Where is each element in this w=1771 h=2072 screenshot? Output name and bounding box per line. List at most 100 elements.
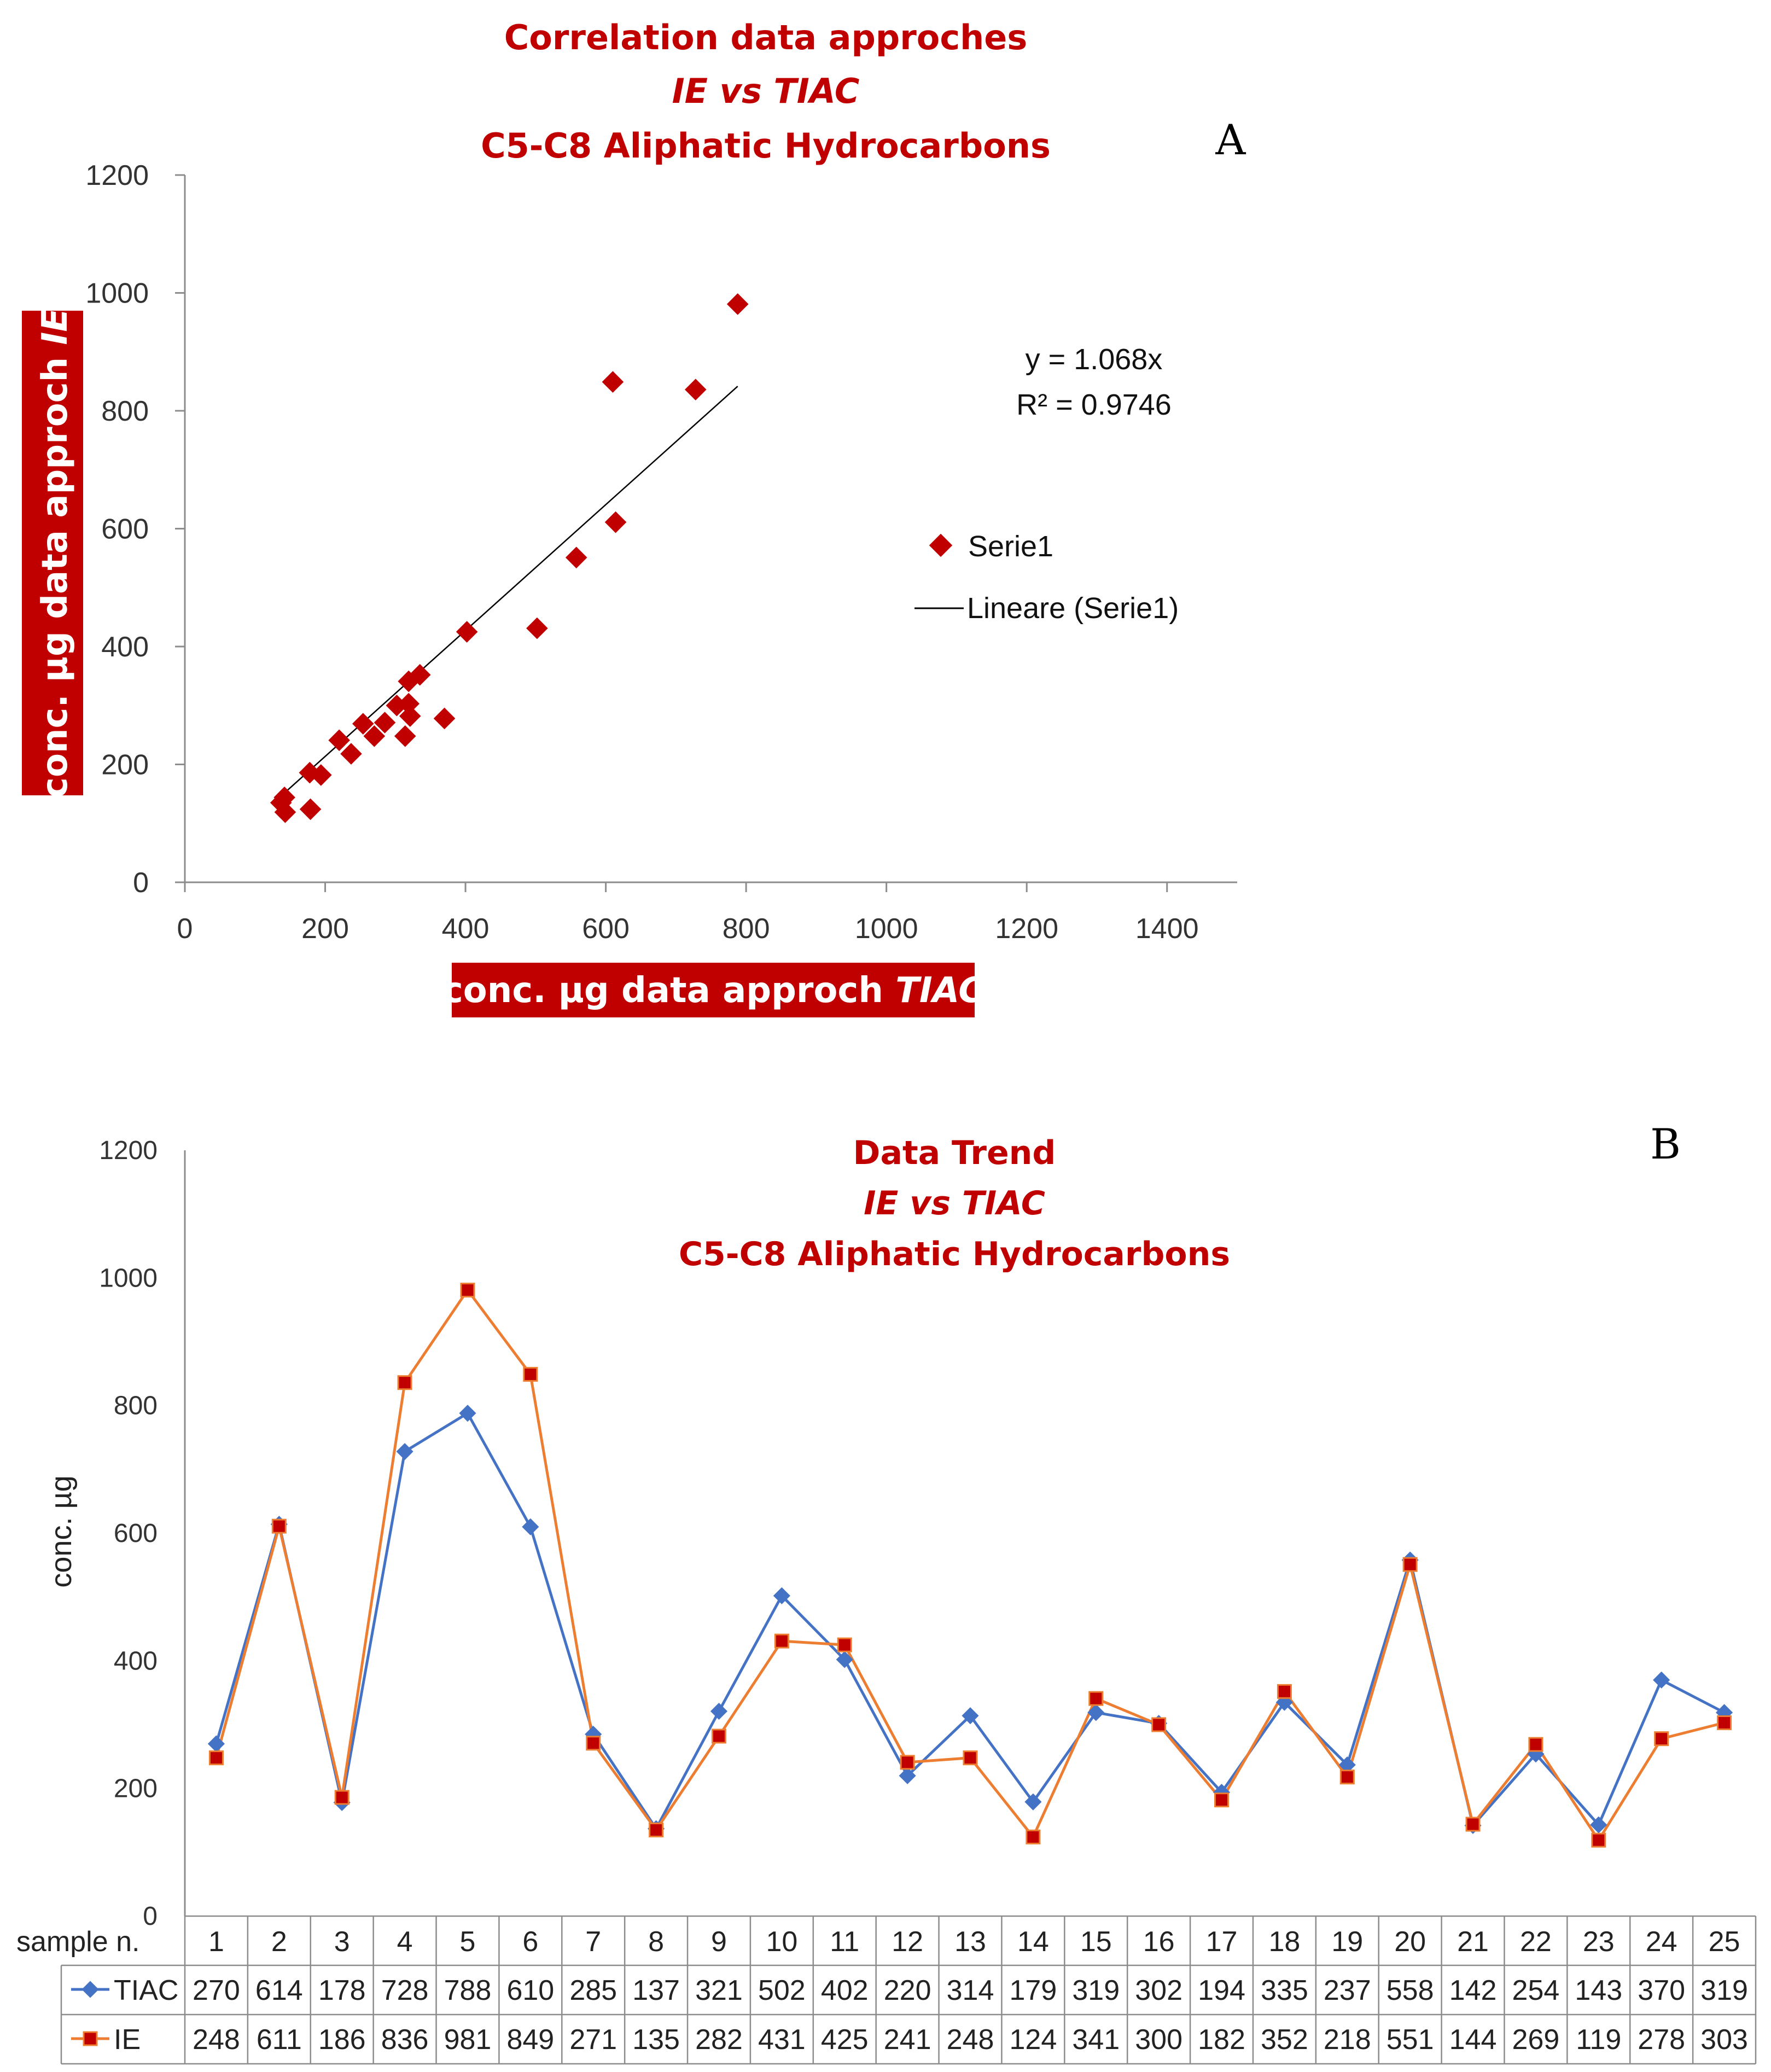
table-value-tiac: 178 <box>318 1975 366 2006</box>
table-value-ie: 144 <box>1449 2024 1497 2056</box>
panel-label-a: A <box>1215 115 1246 164</box>
table-row-label-tiac: TIAC <box>114 1975 178 2006</box>
legend-marker-serie1 <box>929 533 953 557</box>
table-value-tiac: 335 <box>1261 1975 1308 2006</box>
table-value-tiac: 321 <box>695 1975 743 2006</box>
ie-point <box>334 1790 349 1805</box>
line-axes: 0 200 400 600 800 1000 1200 <box>99 1136 186 1931</box>
ie-point <box>1528 1737 1543 1752</box>
scatter-chart: Correlation data approches IE vs TIAC C5… <box>22 18 1246 1017</box>
tiac-point <box>396 1443 413 1460</box>
ie-point <box>208 1750 224 1766</box>
table-value-tiac: 285 <box>569 1975 617 2006</box>
tiac-point <box>710 1702 728 1720</box>
ie-point <box>523 1367 538 1382</box>
scatter-title-line-3: C5-C8 Aliphatic Hydrocarbons <box>481 126 1051 166</box>
table-value-tiac: 728 <box>381 1975 429 2006</box>
table-sample-number: 13 <box>954 1926 986 1958</box>
table-value-tiac: 220 <box>884 1975 931 2006</box>
table-sample-number: 23 <box>1583 1926 1615 1958</box>
trend-equation: y = 1.068x <box>1026 343 1163 376</box>
ie-point <box>1465 1817 1481 1832</box>
tiac-point <box>459 1405 476 1422</box>
table-sample-number: 21 <box>1457 1926 1489 1958</box>
scatter-y-tick-label: 0 <box>133 867 149 899</box>
line-chart: Data Trend IE vs TIAC C5-C8 Aliphatic Hy… <box>16 1120 1757 2065</box>
table-sample-number: 2 <box>271 1926 287 1958</box>
table-value-tiac: 179 <box>1009 1975 1057 2006</box>
table-header-label: sample n. <box>16 1926 139 1958</box>
ie-point <box>1591 1832 1606 1848</box>
scatter-x-tick-label: 600 <box>582 913 630 945</box>
line-y-tick-label: 600 <box>114 1519 158 1548</box>
table-sample-number: 11 <box>830 1926 859 1958</box>
x-axis-title: conc. µg data approch TIAC <box>442 963 984 1017</box>
ie-point <box>1402 1557 1418 1572</box>
ie-point <box>1151 1717 1167 1732</box>
table-value-tiac: 502 <box>758 1975 806 2006</box>
scatter-y-tick-label: 400 <box>101 631 149 663</box>
ie-point <box>837 1637 852 1652</box>
scatter-x-tick-label: 800 <box>723 913 770 945</box>
scatter-axes: 0 200 400 600 800 1000 1200 0 200 400 600 800 1000 12… <box>85 160 1237 945</box>
table-value-ie: 611 <box>257 2024 302 2056</box>
scatter-x-tick-label: 1000 <box>855 913 918 945</box>
table-sample-number: 3 <box>334 1926 350 1958</box>
data-table: sample n. 1 2 3 4 5 6 7 8 9 10 11 12 13 14 15 16 17 18 19 20… <box>16 1915 1757 2065</box>
scatter-point <box>726 293 749 315</box>
scatter-title: Correlation data approches IE vs TIAC C5… <box>481 18 1051 166</box>
tiac-point <box>207 1735 225 1753</box>
scatter-point <box>310 764 332 786</box>
table-value-tiac: 137 <box>632 1975 680 2006</box>
x-axis-title-text: conc. µg data approch TIAC <box>442 970 984 1011</box>
line-y-tick-label: 1200 <box>99 1136 158 1165</box>
table-value-tiac: 402 <box>821 1975 869 2006</box>
scatter-y-tick-label: 200 <box>101 749 149 781</box>
line-title-line-1: Data Trend <box>853 1134 1056 1172</box>
scatter-point <box>602 371 624 393</box>
table-value-tiac: 254 <box>1512 1975 1560 2006</box>
scatter-point <box>399 705 421 727</box>
scatter-point <box>374 712 396 734</box>
table-value-tiac: 319 <box>1700 1975 1748 2006</box>
table-sample-number: 10 <box>766 1926 797 1958</box>
x-axis-title-prefix: conc. µg data approch <box>442 970 895 1011</box>
line-y-tick-label: 1000 <box>99 1264 158 1293</box>
trend-r-squared: R² = 0.9746 <box>1016 388 1172 421</box>
scatter-point <box>398 692 420 715</box>
x-axis-title-box <box>452 963 975 1017</box>
legend-label-trend: Lineare (Serie1) <box>967 592 1179 625</box>
tiac-point <box>962 1707 979 1725</box>
tiac-point <box>1024 1793 1042 1811</box>
ie-point <box>711 1728 726 1744</box>
y-axis-title-box <box>22 311 83 795</box>
tiac-point <box>1590 1816 1607 1834</box>
table-legend-marker-tiac <box>81 1981 99 1998</box>
table-sample-number: 8 <box>648 1926 664 1958</box>
scatter-title-line-2: IE vs TIAC <box>672 71 860 111</box>
scatter-x-tick-label: 200 <box>301 913 349 945</box>
table-legend-marker-ie <box>83 2031 98 2046</box>
scatter-point <box>328 729 350 752</box>
scatter-point <box>565 546 587 569</box>
table-value-ie: 836 <box>381 2024 429 2056</box>
table-value-tiac: 314 <box>947 1975 994 2006</box>
panel-label-b: B <box>1650 1120 1681 1168</box>
table-value-ie: 431 <box>758 2024 806 2056</box>
ie-point <box>397 1375 412 1390</box>
table-value-ie: 269 <box>1512 2024 1560 2056</box>
table-sample-number: 16 <box>1143 1926 1175 1958</box>
table-value-tiac: 143 <box>1575 1975 1622 2006</box>
ie-point <box>900 1755 915 1770</box>
table-value-ie: 135 <box>632 2024 680 2056</box>
scatter-y-tick-label: 800 <box>101 395 149 427</box>
table-value-tiac: 319 <box>1072 1975 1120 2006</box>
table-sample-number: 19 <box>1331 1926 1363 1958</box>
scatter-point <box>299 798 322 820</box>
line-title-line-3: C5-C8 Aliphatic Hydrocarbons <box>679 1235 1230 1273</box>
ie-point <box>649 1823 664 1837</box>
table-value-ie: 186 <box>318 2024 366 2056</box>
table-value-ie: 218 <box>1324 2024 1371 2056</box>
table-value-tiac: 194 <box>1198 1975 1245 2006</box>
